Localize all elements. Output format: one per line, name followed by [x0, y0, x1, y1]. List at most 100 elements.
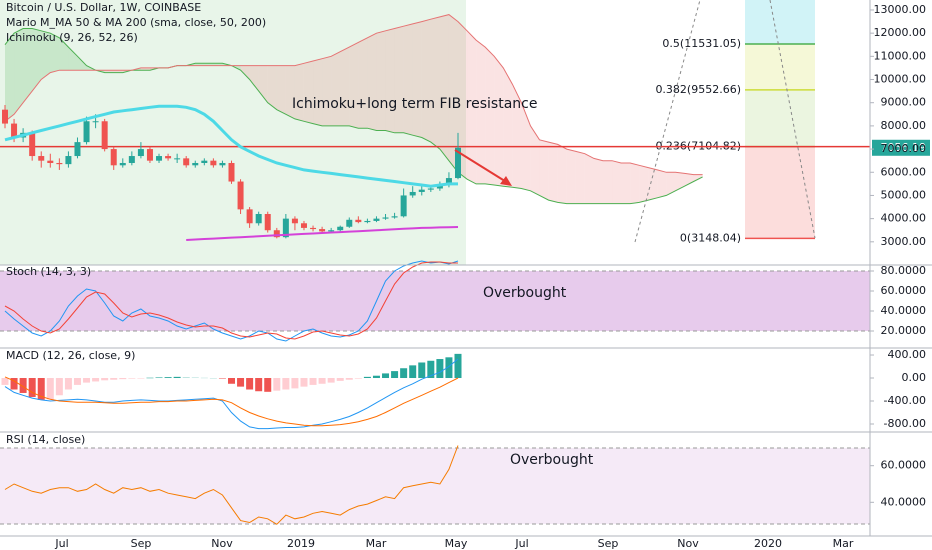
cloud-fill	[430, 16, 440, 150]
cloud-fill	[630, 162, 640, 204]
x-tick-label: Jul	[54, 537, 68, 550]
histogram-bar	[391, 371, 399, 379]
cloud-fill	[684, 173, 694, 187]
indicator-line	[4, 445, 459, 525]
chart-title: Bitcoin / U.S. Dollar, 1W, COINBASE	[6, 1, 201, 14]
cloud-fill	[32, 28, 42, 92]
fib-band	[745, 146, 815, 239]
candle-body	[11, 123, 18, 138]
cloud-fill	[557, 144, 567, 204]
cloud-fill	[113, 70, 123, 73]
annotation: Overbought	[483, 285, 567, 301]
cloud-fill	[566, 149, 576, 204]
cloud-fill	[458, 21, 468, 180]
x-tick-label: Sep	[131, 537, 152, 550]
candle-body	[427, 188, 434, 190]
candle-body	[174, 158, 181, 160]
histogram-bar	[146, 377, 154, 379]
cloud-fill	[303, 60, 314, 124]
candle-body	[455, 147, 461, 179]
cloud-fill	[621, 162, 631, 204]
fib-label: 0.382(9552.66)	[655, 83, 741, 96]
y-tick-label: 10000.00	[874, 73, 927, 86]
histogram-bar	[445, 357, 453, 379]
candle-body	[382, 217, 389, 219]
cloud-fill	[41, 30, 51, 80]
candle-body	[291, 218, 298, 224]
candle-body	[83, 121, 90, 143]
candle-body	[47, 160, 54, 163]
cloud-fill	[385, 28, 395, 133]
histogram-bar	[37, 378, 45, 400]
y-tick-label: 40.0000	[881, 304, 927, 317]
cloud-fill	[439, 14, 449, 161]
y-tick-label: 12000.00	[874, 26, 927, 39]
histogram-bar	[336, 378, 344, 381]
cloud-fill	[575, 151, 585, 204]
cloud-fill	[403, 23, 413, 136]
cloud-fill	[5, 33, 15, 122]
candle-body	[391, 216, 398, 218]
cloud-fill	[530, 125, 540, 196]
cloud-fill	[276, 65, 286, 115]
candle-body	[409, 191, 416, 196]
candle-body	[300, 223, 307, 228]
projection-line	[769, 0, 816, 239]
cloud-fill	[367, 33, 377, 131]
histogram-bar	[255, 378, 263, 392]
histogram-bar	[382, 373, 390, 379]
cloud-fill	[376, 30, 386, 131]
candle-body	[137, 149, 144, 157]
fib-top-band	[745, 0, 815, 44]
x-tick-label: Sep	[598, 537, 619, 550]
candle-body	[29, 132, 36, 157]
cloud-fill	[593, 158, 603, 204]
x-tick-label: Nov	[211, 537, 233, 550]
candle-body	[110, 149, 117, 166]
histogram-bar	[436, 359, 444, 379]
y-tick-label: 9000.00	[881, 96, 927, 109]
y-tick-label: 13000.00	[874, 3, 927, 16]
x-tick-label: 2020	[754, 537, 782, 550]
candle-body	[219, 162, 226, 166]
histogram-bar	[46, 378, 54, 400]
candle-body	[282, 218, 289, 238]
histogram-bar	[110, 378, 118, 380]
histogram-bar	[273, 378, 281, 391]
cloud-fill	[59, 37, 69, 71]
candle-body	[210, 160, 217, 166]
cloud-fill	[249, 65, 259, 92]
y-tick-label: 20.0000	[881, 324, 927, 337]
cloud-fill	[14, 28, 24, 115]
moving-average	[4, 104, 458, 188]
y-tick-label: 4000.00	[881, 212, 927, 225]
histogram-bar	[218, 378, 226, 379]
pane-title: RSI (14, close)	[6, 433, 85, 446]
candle-body	[146, 149, 153, 161]
y-tick-label: 11000.00	[874, 49, 927, 62]
rsi-band	[0, 448, 870, 524]
histogram-bar	[173, 376, 181, 379]
cloud-fill	[104, 70, 114, 73]
indicator-line	[4, 260, 459, 342]
cloud-fill	[648, 167, 658, 201]
histogram-bar	[363, 376, 371, 379]
cloud-fill	[675, 172, 685, 191]
candle-body	[101, 121, 108, 150]
cloud-fill	[612, 160, 622, 204]
cloud-fill	[294, 63, 304, 122]
cloud-fill	[548, 142, 558, 203]
histogram-bar	[182, 377, 190, 379]
candle-body	[337, 226, 344, 231]
y-tick-label: -800.00	[884, 417, 926, 430]
y-tick-label: 60.0000	[881, 284, 927, 297]
moving-average	[186, 226, 459, 241]
histogram-bar	[409, 365, 417, 379]
cloud-fill	[584, 153, 594, 204]
cloud-fill	[140, 67, 150, 71]
candle-body	[201, 160, 208, 163]
histogram-bar	[400, 368, 408, 379]
histogram-bar	[237, 378, 245, 387]
fib-band	[745, 89, 815, 147]
y-tick-label: 3000.00	[881, 235, 927, 248]
